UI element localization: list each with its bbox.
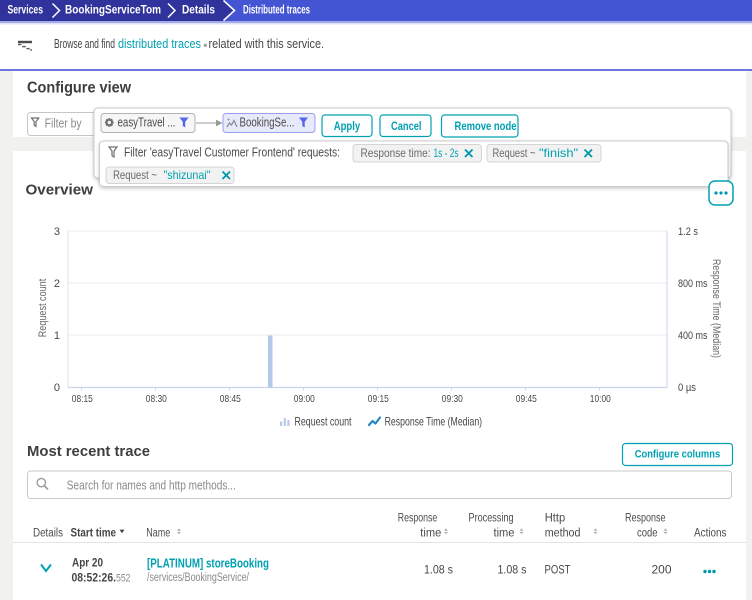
svg-text:1.08 s: 1.08 s [424,563,453,577]
svg-text:Services: Services [8,4,44,16]
svg-text:Overview: Overview [26,182,94,199]
svg-text:1: 1 [54,330,60,342]
svg-text:/services/BookingService/: /services/BookingService/ [147,572,250,584]
svg-text:Request ~: Request ~ [493,146,536,160]
svg-text:Actions: Actions [694,528,727,540]
svg-text:552: 552 [116,573,131,585]
svg-text:[PLATINUM] storeBooking: [PLATINUM] storeBooking [147,557,269,571]
svg-text:Request ~: Request ~ [113,168,157,182]
svg-text:Response Time (Median): Response Time (Median) [385,415,483,429]
svg-text:Most recent trace: Most recent trace [27,443,150,460]
svg-text:Http: Http [545,512,566,524]
svg-text:Response Time (Median): Response Time (Median) [710,259,722,358]
svg-text:method: method [545,528,581,540]
svg-text:Response time:: Response time: [361,146,431,160]
svg-text:200: 200 [652,563,672,577]
svg-text:Configure view: Configure view [27,80,131,97]
svg-text:Cancel: Cancel [391,121,422,133]
svg-text:3: 3 [54,226,60,238]
svg-text:easyTravel ...: easyTravel ... [118,116,176,130]
svg-text:Search for names and http meth: Search for names and http methods... [67,479,236,493]
svg-text:time: time [420,528,441,540]
svg-text:400 ms: 400 ms [678,330,708,342]
svg-text:1.2 s: 1.2 s [678,226,698,238]
svg-text:Name: Name [146,528,170,540]
svg-text:Request count: Request count [295,415,352,429]
svg-text:0 µs: 0 µs [678,382,696,394]
svg-text:POST: POST [545,563,572,577]
svg-text:Details: Details [33,528,63,540]
svg-text:Configure columns: Configure columns [635,449,721,461]
svg-text:1s - 2s: 1s - 2s [434,146,459,160]
svg-text:Browse and find: Browse and find [54,36,115,51]
svg-text:Apr 20: Apr 20 [72,556,103,570]
svg-text:BookingSe...: BookingSe... [240,116,295,130]
svg-text:"shizunai": "shizunai" [164,168,211,182]
svg-text:Request count: Request count [37,279,49,338]
svg-text:08:45: 08:45 [220,393,241,405]
svg-text:08:52:26.: 08:52:26. [72,571,117,585]
svg-text:1.08 s: 1.08 s [498,563,527,577]
svg-text:distributed traces: distributed traces [118,36,201,51]
svg-text:Response: Response [398,512,438,524]
svg-text:Remove node: Remove node [455,121,517,133]
svg-text:10:00: 10:00 [590,393,611,405]
svg-text:code: code [637,528,658,540]
svg-text:Start time: Start time [71,528,117,540]
svg-text:09:45: 09:45 [516,393,537,405]
svg-text:09:15: 09:15 [368,393,389,405]
svg-text:2: 2 [54,278,60,290]
svg-text:09:30: 09:30 [442,393,463,405]
svg-text:"finish": "finish" [539,146,578,160]
svg-text:08:30: 08:30 [146,393,167,405]
svg-text:Response: Response [625,512,666,524]
svg-text:Filter by: Filter by [45,115,82,130]
svg-text:800 ms: 800 ms [678,278,708,290]
svg-text:Details: Details [182,4,215,16]
svg-text:BookingServiceTom: BookingServiceTom [65,4,161,16]
svg-text:0: 0 [54,382,60,394]
svg-text:Processing: Processing [469,512,514,524]
svg-text:time: time [494,528,515,540]
svg-text:09:00: 09:00 [294,393,315,405]
svg-text:Filter 'easyTravel Customer Fr: Filter 'easyTravel Customer Frontend' re… [124,146,340,160]
svg-text:Apply: Apply [334,121,361,133]
svg-text:related with this service.: related with this service. [209,36,325,51]
svg-text:Distributed traces: Distributed traces [243,4,310,16]
svg-text:08:15: 08:15 [72,393,93,405]
